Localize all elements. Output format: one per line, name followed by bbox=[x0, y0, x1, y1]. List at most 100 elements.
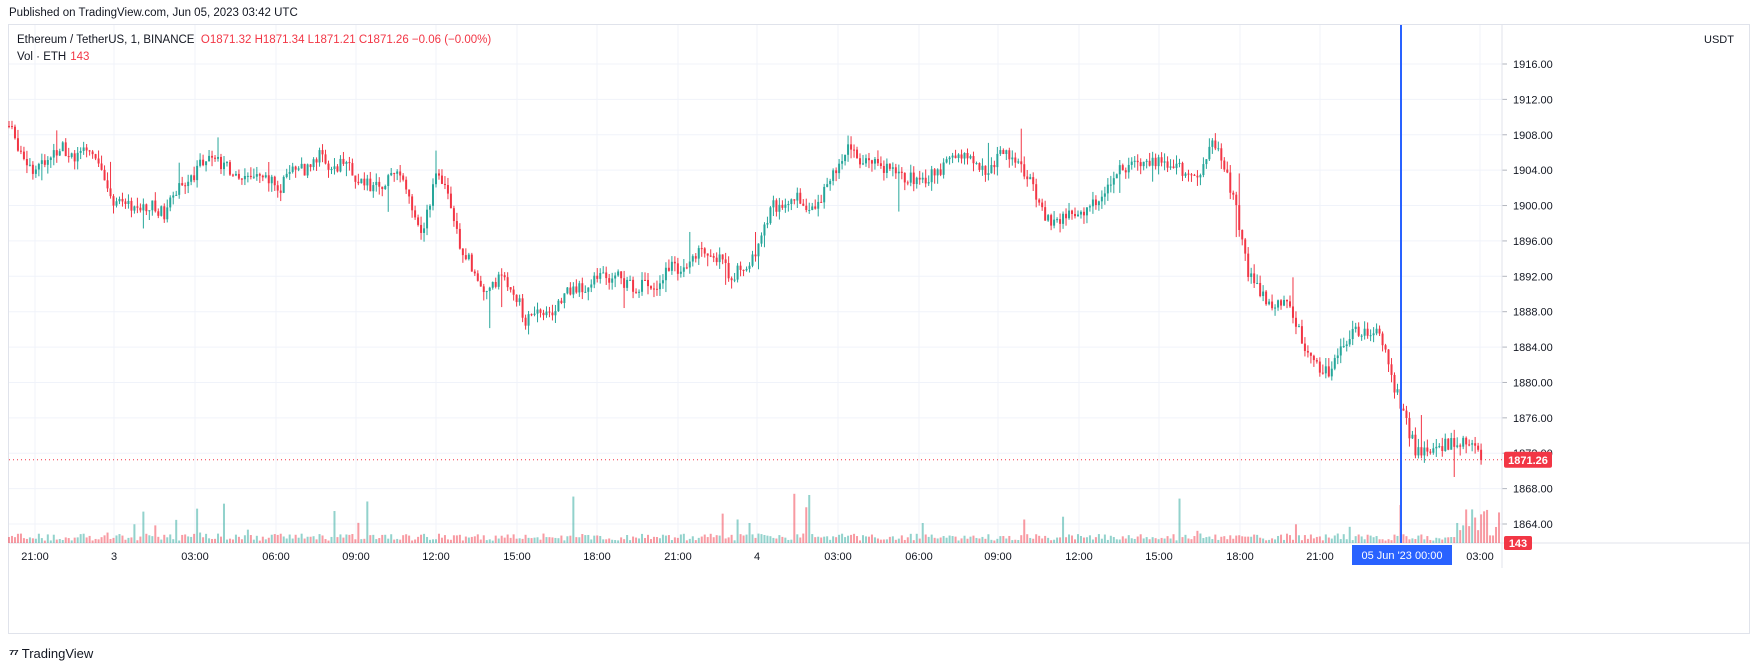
candle-body bbox=[853, 149, 856, 151]
volume-bar bbox=[682, 533, 685, 543]
symbol-title[interactable]: Ethereum / TetherUS, 1, BINANCE bbox=[17, 34, 195, 46]
candle-body bbox=[1300, 326, 1303, 344]
candle-body bbox=[1238, 205, 1241, 231]
candle-body bbox=[1432, 448, 1435, 453]
volume-bar bbox=[273, 534, 276, 543]
volume-bar bbox=[990, 539, 993, 543]
volume-bar bbox=[1250, 536, 1253, 543]
volume-bar bbox=[1235, 535, 1238, 543]
candle-body bbox=[999, 150, 1002, 154]
volume-bar bbox=[706, 537, 709, 543]
candle-body bbox=[620, 271, 623, 279]
volume-bar bbox=[808, 494, 811, 543]
candle-body bbox=[533, 313, 536, 315]
candle-body bbox=[706, 253, 709, 256]
volume-bar bbox=[658, 538, 661, 543]
candle-body bbox=[847, 144, 850, 155]
candle-body bbox=[742, 269, 745, 271]
candle-body bbox=[799, 192, 802, 204]
volume-bar bbox=[485, 540, 488, 543]
crosshair-time-tag bbox=[1352, 545, 1452, 565]
candle-body bbox=[670, 261, 673, 271]
candle-body bbox=[1324, 366, 1327, 374]
candle-body bbox=[461, 248, 464, 256]
candle-body bbox=[951, 155, 954, 158]
volume-bar bbox=[1100, 538, 1103, 543]
volume-bar bbox=[1059, 537, 1062, 543]
volume-bar bbox=[55, 539, 58, 543]
volume-bar bbox=[1112, 537, 1115, 543]
volume-bar bbox=[712, 537, 715, 543]
last-volume-label: 143 bbox=[1509, 538, 1527, 550]
volume-bar bbox=[641, 533, 644, 543]
candle-body bbox=[1312, 355, 1315, 361]
volume-bar bbox=[927, 536, 930, 543]
candle-body bbox=[1456, 445, 1459, 447]
x-tick-label: 12:00 bbox=[1065, 551, 1093, 563]
volume-bar bbox=[1175, 540, 1178, 543]
volume-bar bbox=[157, 536, 160, 543]
candle-body bbox=[697, 248, 700, 259]
candle-body bbox=[1360, 335, 1363, 337]
candle-body bbox=[67, 156, 70, 158]
candle-body bbox=[841, 161, 844, 164]
volume-bar bbox=[921, 523, 924, 543]
candle-body bbox=[536, 309, 539, 314]
candle-body bbox=[1151, 157, 1154, 166]
volume-bar bbox=[1196, 530, 1199, 543]
volume-bar bbox=[246, 529, 249, 543]
candle-body bbox=[745, 268, 748, 271]
volume-bar bbox=[1393, 534, 1396, 543]
volume-bar bbox=[975, 537, 978, 543]
candle-body bbox=[882, 165, 885, 173]
volume-bar bbox=[264, 539, 267, 543]
volume-bar bbox=[757, 533, 760, 543]
candle-body bbox=[437, 173, 440, 176]
volume-bar bbox=[205, 533, 208, 543]
volume-bar bbox=[841, 533, 844, 543]
volume-bar bbox=[1288, 535, 1291, 543]
candle-body bbox=[885, 163, 888, 173]
volume-bar bbox=[1026, 534, 1029, 543]
volume-bar bbox=[1387, 539, 1390, 543]
y-tick-label: 1864.00 bbox=[1513, 519, 1553, 531]
candle-body bbox=[796, 192, 799, 201]
volume-bar bbox=[524, 534, 527, 543]
candle-body bbox=[751, 254, 754, 266]
volume-bar bbox=[599, 535, 602, 543]
volume-bar bbox=[1402, 534, 1405, 543]
volume-bar bbox=[1286, 533, 1289, 543]
candle-body bbox=[667, 267, 670, 271]
volume-bar bbox=[488, 539, 491, 543]
candle-body bbox=[978, 163, 981, 170]
candle-body bbox=[1244, 239, 1247, 254]
volume-bar bbox=[479, 539, 482, 543]
volume-bar bbox=[838, 534, 841, 543]
volume-bar bbox=[796, 534, 799, 543]
volume-bar bbox=[130, 537, 133, 543]
volume-bar bbox=[228, 538, 231, 543]
candle-body bbox=[91, 151, 94, 155]
candle-body bbox=[766, 223, 769, 225]
candle-body bbox=[563, 293, 566, 303]
candle-body bbox=[127, 200, 130, 204]
volume-bar bbox=[8, 537, 10, 543]
volume-bar bbox=[536, 537, 539, 543]
volume-bar bbox=[473, 536, 476, 543]
candle-body bbox=[694, 256, 697, 259]
volume-bar bbox=[1214, 534, 1217, 543]
volume-bar bbox=[1384, 540, 1387, 543]
candle-body bbox=[1017, 161, 1020, 163]
volume-bar bbox=[37, 533, 40, 543]
volume-bar bbox=[408, 535, 411, 543]
candle-body bbox=[1402, 408, 1405, 411]
candle-body bbox=[1474, 443, 1477, 446]
x-tick-label: 21:00 bbox=[21, 551, 49, 563]
volume-bar bbox=[464, 536, 467, 543]
candle-body bbox=[1375, 328, 1378, 334]
volume-bar bbox=[196, 508, 199, 543]
volume-bar bbox=[1244, 536, 1247, 543]
volume-label[interactable]: Vol · ETH bbox=[17, 51, 67, 63]
candle-body bbox=[1202, 164, 1205, 176]
